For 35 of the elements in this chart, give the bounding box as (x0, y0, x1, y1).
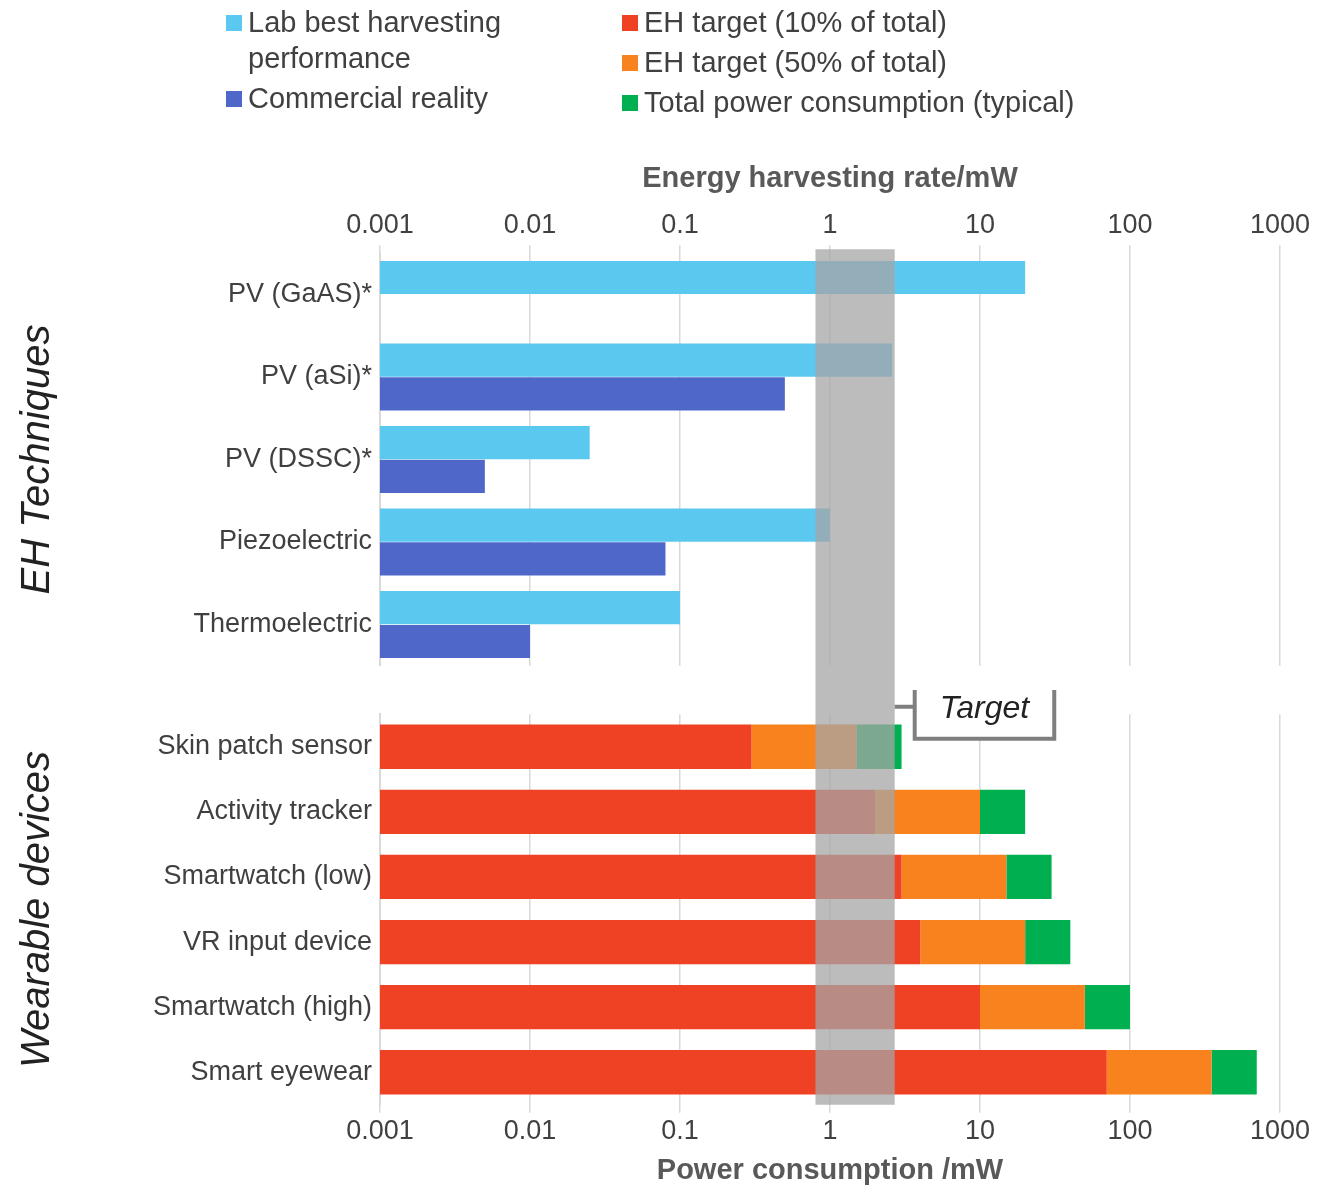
y-tick-label: PV (DSSC)* (224, 442, 373, 473)
y-axis-title: EH Techniques (13, 324, 58, 595)
x-tick-label: 0.001 (346, 1115, 414, 1146)
y-tick-label: Skin patch sensor (157, 730, 372, 761)
x-tick-label: 100 (1107, 1115, 1153, 1146)
x-tick-label: 10 (964, 1115, 996, 1146)
x-tick-label: 1000 (1249, 209, 1311, 240)
y-tick-label: Piezoelectric (218, 525, 372, 556)
legend-label: EH target (50% of total) (644, 45, 948, 80)
x-tick-label: 0.1 (661, 209, 699, 240)
y-tick-label: Smartwatch (high) (152, 990, 372, 1021)
y-tick-label: Smartwatch (low) (163, 860, 372, 891)
y-tick-label: PV (GaAS)* (227, 277, 373, 308)
x-tick-label: 1 (822, 1115, 838, 1146)
x-axis-title: Energy harvesting rate/mW (642, 161, 1019, 194)
x-tick-label: 1 (822, 209, 838, 240)
y-tick-label: VR input device (182, 925, 372, 956)
y-tick-label: PV (aSi)* (260, 360, 373, 391)
x-tick-label: 0.001 (346, 209, 414, 240)
legend-label: Lab best harvesting performance (248, 5, 503, 76)
x-axis-title: Power consumption /mW (656, 1152, 1004, 1185)
legend-label: Commercial reality (248, 81, 489, 116)
y-tick-label: Thermoelectric (193, 607, 372, 638)
x-tick-label: 0.1 (661, 1115, 699, 1146)
x-tick-label: 0.01 (503, 1115, 557, 1146)
band-label: Target (939, 688, 1031, 725)
x-tick-label: 1000 (1249, 1115, 1311, 1146)
x-tick-label: 0.01 (503, 209, 557, 240)
legend-label: EH target (10% of total) (644, 5, 948, 40)
legend-label: Total power consumption (typical) (644, 85, 1075, 120)
y-tick-label: Smart eyewear (190, 1055, 372, 1086)
x-tick-label: 100 (1107, 209, 1153, 240)
y-tick-label: Activity tracker (196, 795, 372, 826)
y-axis-title: Wearable devices (13, 750, 58, 1069)
x-tick-label: 10 (964, 209, 996, 240)
